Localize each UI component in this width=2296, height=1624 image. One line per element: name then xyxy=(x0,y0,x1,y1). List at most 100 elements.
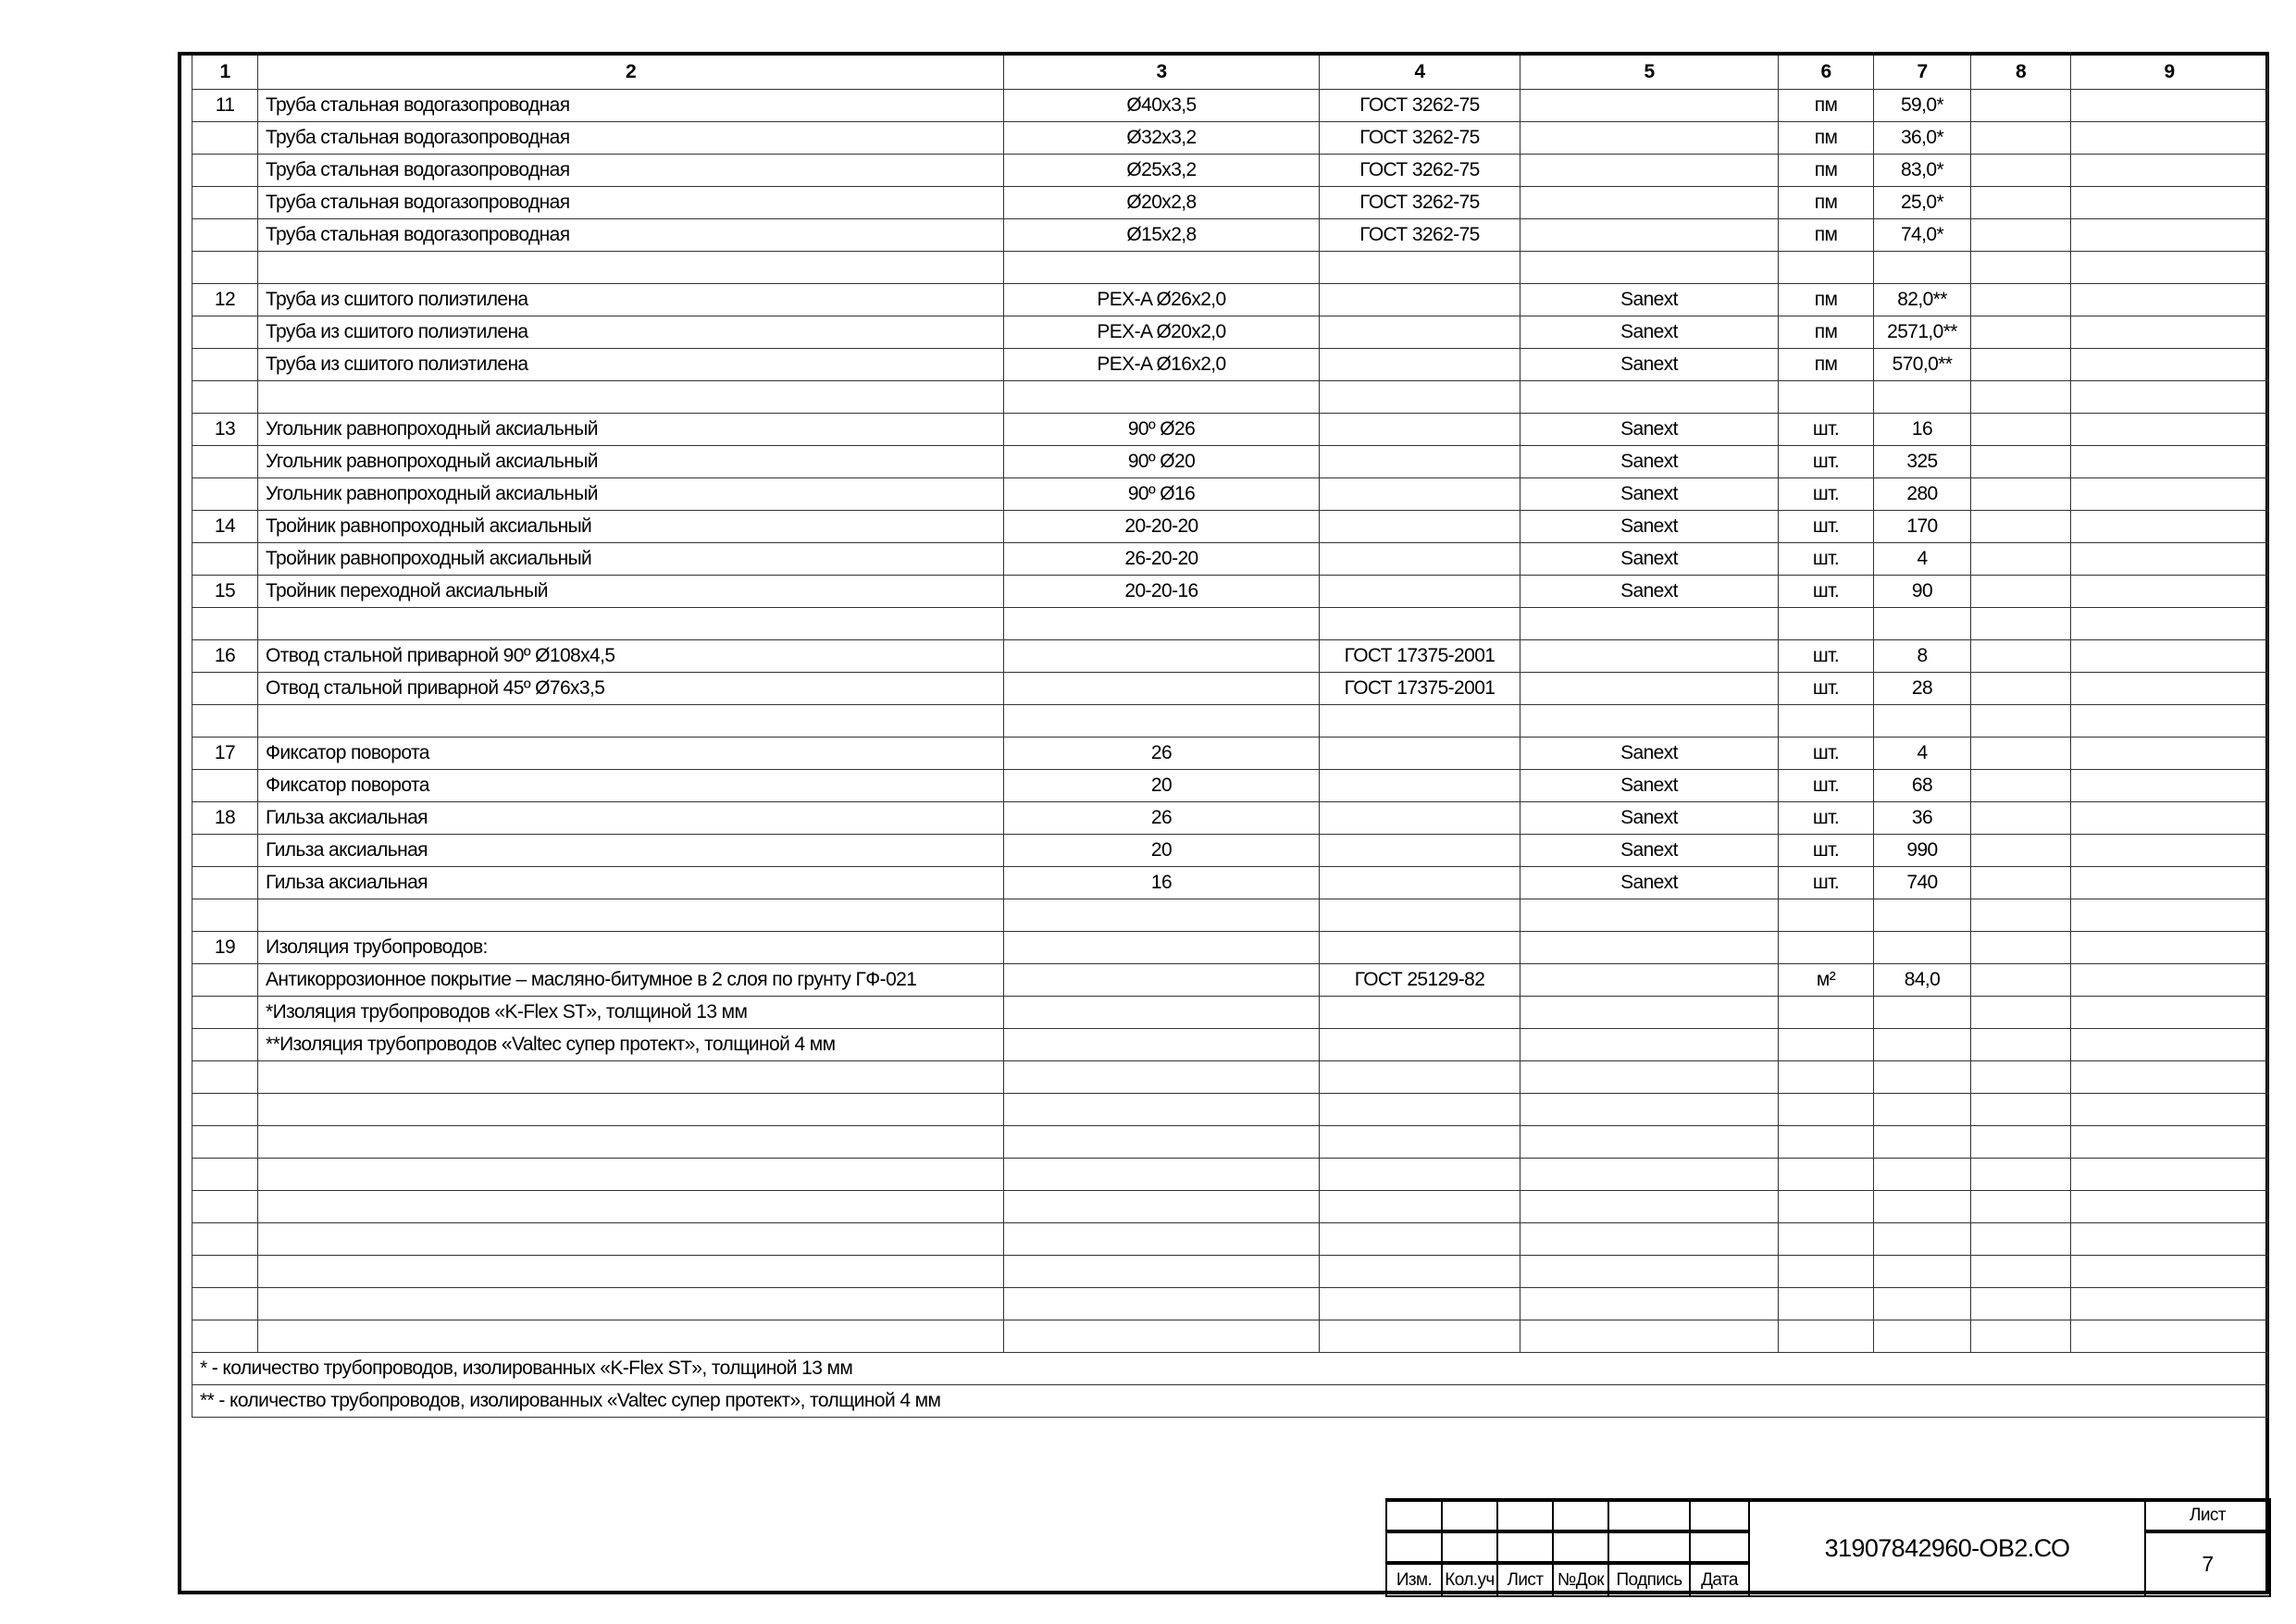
column-header-9: 9 xyxy=(2070,52,2268,90)
cell-position xyxy=(192,185,258,219)
cell-standard xyxy=(1319,574,1520,608)
cell-mass xyxy=(1970,703,2071,738)
cell-standard xyxy=(1319,930,1520,964)
table-row xyxy=(192,1060,2268,1094)
table-row xyxy=(192,606,2268,640)
cell-mass xyxy=(1970,865,2071,899)
cell-unit: пм xyxy=(1778,217,1874,252)
table-row: Гильза аксиальная 16 Sanext шт. 740 xyxy=(192,865,2268,899)
table-row: *Изоляция трубопроводов «K-Flex ST», тол… xyxy=(192,995,2268,1029)
cell-quantity: 28 xyxy=(1873,671,1971,705)
cell-mass xyxy=(1970,541,2071,576)
cell-note xyxy=(2070,800,2268,835)
cell-note xyxy=(2070,930,2268,964)
cell-quantity: 83,0* xyxy=(1873,153,1971,187)
cell-note xyxy=(2070,88,2268,122)
cell-standard xyxy=(1319,315,1520,349)
table-row xyxy=(192,1286,2268,1320)
cell-name: Фиксатор поворота xyxy=(257,736,1004,770)
cell-mass xyxy=(1970,1060,2071,1094)
cell-mass xyxy=(1970,574,2071,608)
cell-mass xyxy=(1970,250,2071,284)
cell-standard xyxy=(1319,1124,1520,1159)
cell-standard: ГОСТ 3262-75 xyxy=(1319,153,1520,187)
cell-quantity: 59,0* xyxy=(1873,88,1971,122)
revision-cell xyxy=(1689,1498,1750,1532)
footnote: * - количество трубопроводов, изолирован… xyxy=(192,1351,2268,1385)
cell-note xyxy=(2070,962,2268,997)
cell-type-mark xyxy=(1003,1286,1320,1320)
cell-mass xyxy=(1970,1092,2071,1126)
label-date: Дата xyxy=(1689,1561,1750,1597)
column-header-5: 5 xyxy=(1520,52,1779,90)
table-row: 14 Тройник равнопроходный аксиальный 20-20… xyxy=(192,509,2268,543)
table-row: 12 Труба из сшитого полиэтилена PEX-A Ø26x… xyxy=(192,282,2268,316)
cell-standard: ГОСТ 17375-2001 xyxy=(1319,671,1520,705)
cell-name: Труба стальная водогазопроводная xyxy=(257,217,1004,252)
cell-note xyxy=(2070,1254,2268,1288)
cell-standard xyxy=(1319,1286,1520,1320)
cell-manufacturer xyxy=(1520,898,1779,932)
cell-unit xyxy=(1778,898,1874,932)
cell-position xyxy=(192,250,258,284)
cell-position: 15 xyxy=(192,574,258,608)
cell-manufacturer xyxy=(1520,1157,1779,1191)
cell-manufacturer: Sanext xyxy=(1520,541,1779,576)
table-row: Труба стальная водогазопроводная Ø20x2,8 Г… xyxy=(192,185,2268,219)
cell-manufacturer xyxy=(1520,703,1779,738)
cell-unit xyxy=(1778,379,1874,414)
cell-position xyxy=(192,315,258,349)
cell-mass xyxy=(1970,88,2071,122)
cell-position xyxy=(192,1221,258,1256)
table-row: Труба стальная водогазопроводная Ø15x2,8 Г… xyxy=(192,217,2268,252)
cell-manufacturer xyxy=(1520,671,1779,705)
cell-quantity: 36 xyxy=(1873,800,1971,835)
cell-mass xyxy=(1970,995,2071,1029)
table-row: Угольник равнопроходный аксиальный 90º Ø1… xyxy=(192,477,2268,511)
table-row: Гильза аксиальная 20 Sanext шт. 990 xyxy=(192,833,2268,867)
cell-type-mark: 90º Ø26 xyxy=(1003,412,1320,446)
cell-note xyxy=(2070,412,2268,446)
cell-name xyxy=(257,250,1004,284)
cell-mass xyxy=(1970,962,2071,997)
cell-position: 18 xyxy=(192,800,258,835)
cell-type-mark: 16 xyxy=(1003,865,1320,899)
cell-name: Гильза аксиальная xyxy=(257,833,1004,867)
cell-manufacturer xyxy=(1520,379,1779,414)
table-row: Труба стальная водогазопроводная Ø25x3,2 Г… xyxy=(192,153,2268,187)
cell-quantity xyxy=(1873,1189,1971,1223)
cell-unit: пм xyxy=(1778,185,1874,219)
cell-standard xyxy=(1319,1060,1520,1094)
table-row: Угольник равнопроходный аксиальный 90º Ø2… xyxy=(192,444,2268,478)
cell-name: Тройник переходной аксиальный xyxy=(257,574,1004,608)
cell-quantity: 170 xyxy=(1873,509,1971,543)
cell-type-mark: 26 xyxy=(1003,800,1320,835)
cell-manufacturer xyxy=(1520,606,1779,640)
cell-type-mark: Ø25x3,2 xyxy=(1003,153,1320,187)
cell-mass xyxy=(1970,800,2071,835)
cell-manufacturer xyxy=(1520,1124,1779,1159)
footnote-row: ** - количество трубопроводов, изолирова… xyxy=(192,1383,2268,1418)
cell-manufacturer xyxy=(1520,153,1779,187)
cell-unit: шт. xyxy=(1778,444,1874,478)
cell-position xyxy=(192,477,258,511)
table-row xyxy=(192,1124,2268,1159)
cell-mass xyxy=(1970,217,2071,252)
cell-standard: ГОСТ 3262-75 xyxy=(1319,120,1520,155)
cell-unit: пм xyxy=(1778,315,1874,349)
cell-mass xyxy=(1970,120,2071,155)
cell-mass xyxy=(1970,671,2071,705)
cell-manufacturer xyxy=(1520,995,1779,1029)
sheet-number: 7 xyxy=(2144,1530,2271,1597)
cell-type-mark: 90º Ø20 xyxy=(1003,444,1320,478)
cell-mass xyxy=(1970,606,2071,640)
cell-name: Тройник равнопроходный аксиальный xyxy=(257,541,1004,576)
cell-type-mark: PEX-A Ø16x2,0 xyxy=(1003,347,1320,381)
cell-mass xyxy=(1970,412,2071,446)
cell-note xyxy=(2070,120,2268,155)
table-row xyxy=(192,250,2268,284)
cell-quantity: 2571,0** xyxy=(1873,315,1971,349)
cell-quantity: 68 xyxy=(1873,768,1971,802)
cell-name xyxy=(257,1157,1004,1191)
cell-manufacturer xyxy=(1520,250,1779,284)
